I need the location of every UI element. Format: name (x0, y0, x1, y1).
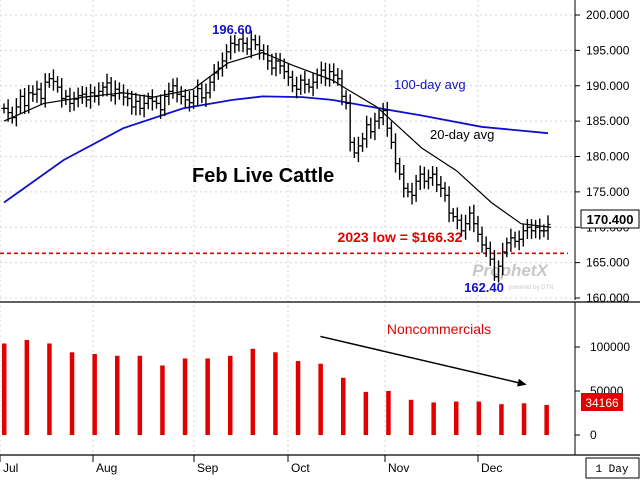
price-tick-label: 200.000 (586, 8, 630, 22)
cot-bar (205, 358, 210, 435)
period-label[interactable]: 1 Day (595, 464, 628, 476)
price-tick-label: 195.000 (586, 43, 630, 57)
cot-bar (182, 358, 188, 435)
noncommercial-bars (2, 339, 549, 435)
month-label-sep: Sep (197, 461, 219, 475)
cot-tick-label: 0 (590, 428, 597, 442)
contract-low-label: 162.40 (464, 280, 504, 295)
cot-bar (92, 354, 97, 435)
contract-high-label: 196.60 (212, 22, 252, 37)
month-label-aug: Aug (96, 461, 117, 475)
month-label-nov: Nov (388, 461, 409, 475)
cot-bar (137, 355, 143, 435)
noncommercials-label: Noncommercials (387, 321, 491, 337)
cot-bar (47, 343, 52, 435)
ma-20-day-label: 20-day avg (430, 127, 494, 142)
cot-bar (431, 402, 436, 435)
cot-bar (228, 355, 233, 435)
month-label-jul: Jul (3, 461, 18, 475)
price-tick-label: 190.000 (586, 79, 630, 93)
last-cot-label: 34166 (585, 396, 619, 410)
cot-bar (499, 404, 504, 435)
last-price-tag: 170.400 (580, 209, 640, 229)
cot-bar (521, 403, 527, 435)
price-tick-label: 185.000 (586, 114, 630, 128)
reference-line-label: 2023 low = $166.32 (338, 229, 463, 245)
cot-bar (318, 363, 323, 435)
cot-bar (544, 404, 549, 435)
price-tick-label: 160.000 (586, 291, 630, 305)
cot-bar (341, 377, 346, 435)
cot-bar (115, 355, 120, 435)
last-cot-tag: 34166 (581, 393, 623, 411)
cot-bar (160, 365, 165, 435)
cot-bar (454, 401, 459, 435)
chart-title: Feb Live Cattle (192, 165, 334, 187)
cot-bar (408, 399, 414, 435)
cot-bar (273, 352, 278, 435)
cot-bar (2, 343, 7, 435)
last-price-label: 170.400 (587, 212, 634, 227)
watermark-sub: powered by DTN (508, 285, 553, 291)
cot-bar (69, 352, 75, 435)
ma-100-day-line (3, 95, 549, 204)
month-label-dec: Dec (481, 461, 502, 475)
time-axis-labels: Jul Aug Sep Oct Nov Dec (0, 455, 502, 475)
month-label-oct: Oct (291, 461, 310, 475)
cot-tick-label: 100000 (590, 340, 630, 354)
ma-20-day-line (3, 51, 552, 228)
price-tick-label: 175.000 (586, 185, 630, 199)
cot-bar (250, 348, 256, 435)
trend-arrow (320, 335, 527, 387)
cot-bar (386, 391, 391, 435)
ma-100-day-label: 100-day avg (394, 77, 466, 92)
price-bar (545, 215, 551, 240)
cot-bar (24, 339, 30, 435)
watermark-main: ProphetX (472, 261, 549, 280)
price-gridlines (0, 14, 575, 299)
cot-bar (295, 361, 301, 435)
period-box[interactable] (585, 457, 640, 479)
cot-bar (363, 391, 369, 435)
price-tick-label: 180.000 (586, 150, 630, 164)
price-bars (1, 30, 551, 283)
cot-bar (476, 401, 482, 435)
price-axis-ticks: 160.000165.000170.000175.000180.000185.0… (575, 8, 630, 305)
price-tick-label: 165.000 (586, 256, 630, 270)
watermark: ProphetX powered by DTN (472, 261, 553, 291)
